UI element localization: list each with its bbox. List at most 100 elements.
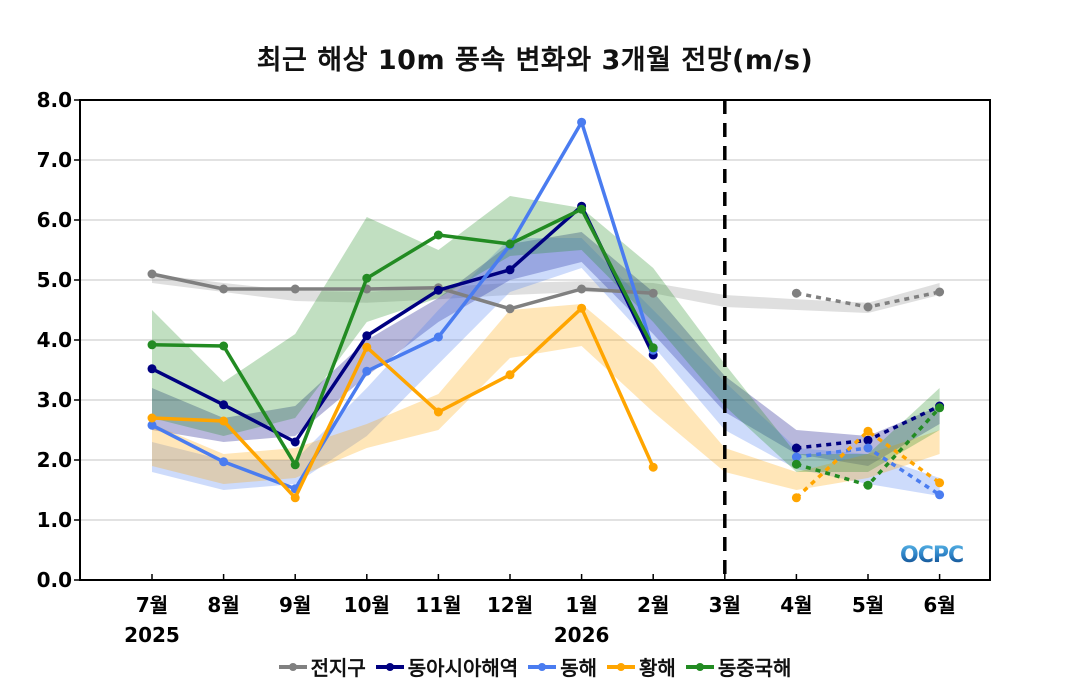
observed-point-동해 [577, 117, 587, 127]
forecast-point-동해 [935, 490, 945, 500]
legend-line-marker-icon [278, 662, 307, 671]
observed-point-황해 [433, 407, 443, 417]
observed-point-황해 [505, 370, 515, 380]
observed-point-황해 [648, 462, 658, 472]
observed-point-동중국해 [147, 340, 157, 350]
observed-point-동아시아해역 [433, 285, 443, 295]
grid-lines [80, 159, 990, 521]
observed-point-동해 [147, 420, 157, 430]
observed-point-전지구 [577, 284, 587, 294]
legend-label: 동중국해 [717, 656, 792, 680]
observed-point-동아시아해역 [219, 400, 229, 410]
observed-point-전지구 [147, 269, 157, 279]
legend-label: 전지구 [310, 656, 366, 680]
x-tick-label: 1월 [565, 593, 597, 617]
y-tick-label: 0.0 [37, 568, 72, 592]
legend-line-marker-icon [375, 662, 404, 671]
y-tick-label: 4.0 [37, 328, 72, 352]
legend-line-marker-icon [528, 662, 557, 671]
forecast-point-전지구 [863, 302, 873, 312]
observed-line-동중국해 [151, 207, 655, 467]
band-동중국해 [152, 196, 940, 472]
legend-dot-icon [288, 662, 297, 671]
y-tick-label: 6.0 [37, 208, 72, 232]
forecast-point-동해 [863, 443, 873, 453]
legend-item: 전지구 [278, 652, 366, 681]
band-동해 [152, 238, 940, 496]
legend-item: 동해 [528, 652, 597, 681]
observed-point-황해 [290, 493, 300, 503]
legend-dot-icon [538, 662, 547, 671]
forecast-point-동아시아해역 [863, 435, 873, 445]
observed-point-동아시아해역 [290, 437, 300, 447]
y-tick-label: 2.0 [37, 448, 72, 472]
observed-point-동중국해 [362, 273, 372, 283]
legend-line-marker-icon [607, 662, 635, 671]
y-tick-label: 8.0 [37, 88, 72, 112]
legend-dot-icon [695, 662, 704, 671]
legend-label: 동아시아해역 [407, 656, 519, 680]
x-tick-label: 2월 [637, 593, 669, 617]
x-tick-label: 6월 [923, 593, 955, 617]
x-tick-label: 3월 [709, 593, 741, 617]
observed-point-황해 [219, 416, 229, 426]
forecast-point-전지구 [935, 287, 945, 297]
ocpc-logo: OCPC [900, 543, 964, 568]
y-tick-label: 1.0 [37, 508, 72, 532]
forecast-point-황해 [863, 426, 873, 436]
forecast-point-동해 [791, 452, 801, 462]
observed-point-동해 [219, 457, 229, 467]
forecast-point-황해 [935, 478, 945, 488]
chart-title: 최근 해상 10m 풍속 변화와 3개월 전망(m/s) [256, 45, 814, 76]
observed-point-동중국해 [290, 460, 300, 470]
legend-label: 동해 [560, 656, 597, 680]
legend-dot-icon [617, 662, 625, 671]
observed-point-동해 [433, 332, 443, 342]
observed-line-동해 [151, 120, 655, 491]
forecast-point-황해 [791, 493, 801, 503]
forecast-point-전지구 [791, 288, 801, 298]
x-tick-label: 11월 [415, 593, 461, 617]
observed-point-전지구 [505, 304, 515, 314]
y-tick-label: 7.0 [37, 148, 72, 172]
forecast-point-동중국해 [863, 480, 873, 490]
x-tick-label: 9월 [279, 593, 311, 617]
forecast-point-동중국해 [935, 403, 945, 413]
y-tick-label: 5.0 [37, 268, 72, 292]
x-tick-label: 8월 [207, 593, 239, 617]
x-tick-label: 5월 [852, 593, 884, 617]
observed-line-황해 [151, 306, 655, 500]
observed-point-황해 [147, 413, 157, 423]
y-tick-label: 3.0 [37, 388, 72, 412]
observed-point-동아시아해역 [362, 331, 372, 341]
observed-point-황해 [577, 303, 587, 313]
series-lines [147, 117, 945, 503]
observed-point-동해 [362, 366, 372, 376]
observed-line-전지구 [151, 272, 654, 311]
observed-point-동중국해 [219, 341, 229, 351]
forecast-line-황해 [795, 429, 941, 500]
observed-point-동중국해 [577, 204, 587, 214]
year-label: 2026 [554, 623, 610, 647]
observed-point-전지구 [648, 288, 658, 298]
observed-point-동중국해 [648, 343, 658, 353]
observed-point-동아시아해역 [147, 364, 157, 374]
legend-item: 황해 [607, 652, 676, 681]
observed-point-동중국해 [505, 239, 515, 249]
legend-dot-icon [385, 662, 394, 671]
forecast-point-동중국해 [791, 459, 801, 469]
observed-point-동아시아해역 [505, 265, 515, 275]
observed-point-동중국해 [433, 230, 443, 240]
observed-point-전지구 [290, 284, 300, 294]
observed-point-황해 [362, 342, 372, 352]
x-tick-label: 12월 [487, 593, 533, 617]
x-tick-label: 10월 [344, 593, 390, 617]
forecast-point-동아시아해역 [791, 443, 801, 453]
band-황해 [152, 304, 940, 490]
legend-label: 황해 [639, 656, 676, 680]
legend: 전지구 동아시아해역 동해 황해 동중국해 [0, 652, 1070, 681]
legend-line-marker-icon [685, 662, 714, 671]
legend-item: 동중국해 [685, 652, 792, 681]
uncertainty-bands [152, 196, 940, 496]
